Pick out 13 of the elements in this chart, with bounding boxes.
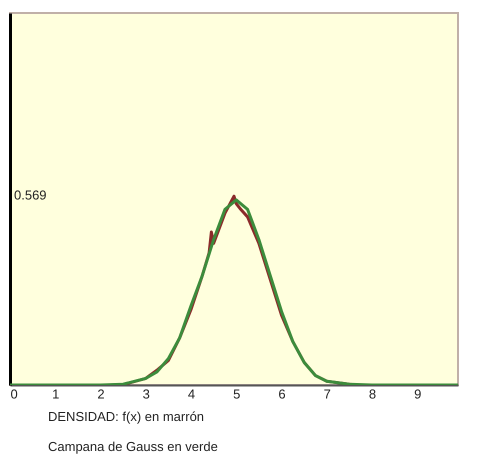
text: Campana de Gauss en verde (48, 439, 218, 454)
x-tick-label: 0 (10, 386, 18, 402)
x-tick-label: 3 (142, 386, 150, 402)
x-tick-label: 6 (278, 386, 286, 402)
x-tick-label: 5 (233, 386, 240, 402)
x-tick-label: 4 (188, 386, 196, 402)
annotation: 0.569 (14, 187, 47, 202)
x-tick-label: 2 (97, 386, 105, 402)
x-tick-label: 1 (52, 386, 60, 402)
x-tick-label: 7 (324, 386, 331, 402)
text: DENSIDAD: f(x) en marrón (48, 409, 204, 424)
x-tick-label: 9 (414, 386, 422, 402)
x-tick-label: 8 (368, 386, 376, 402)
